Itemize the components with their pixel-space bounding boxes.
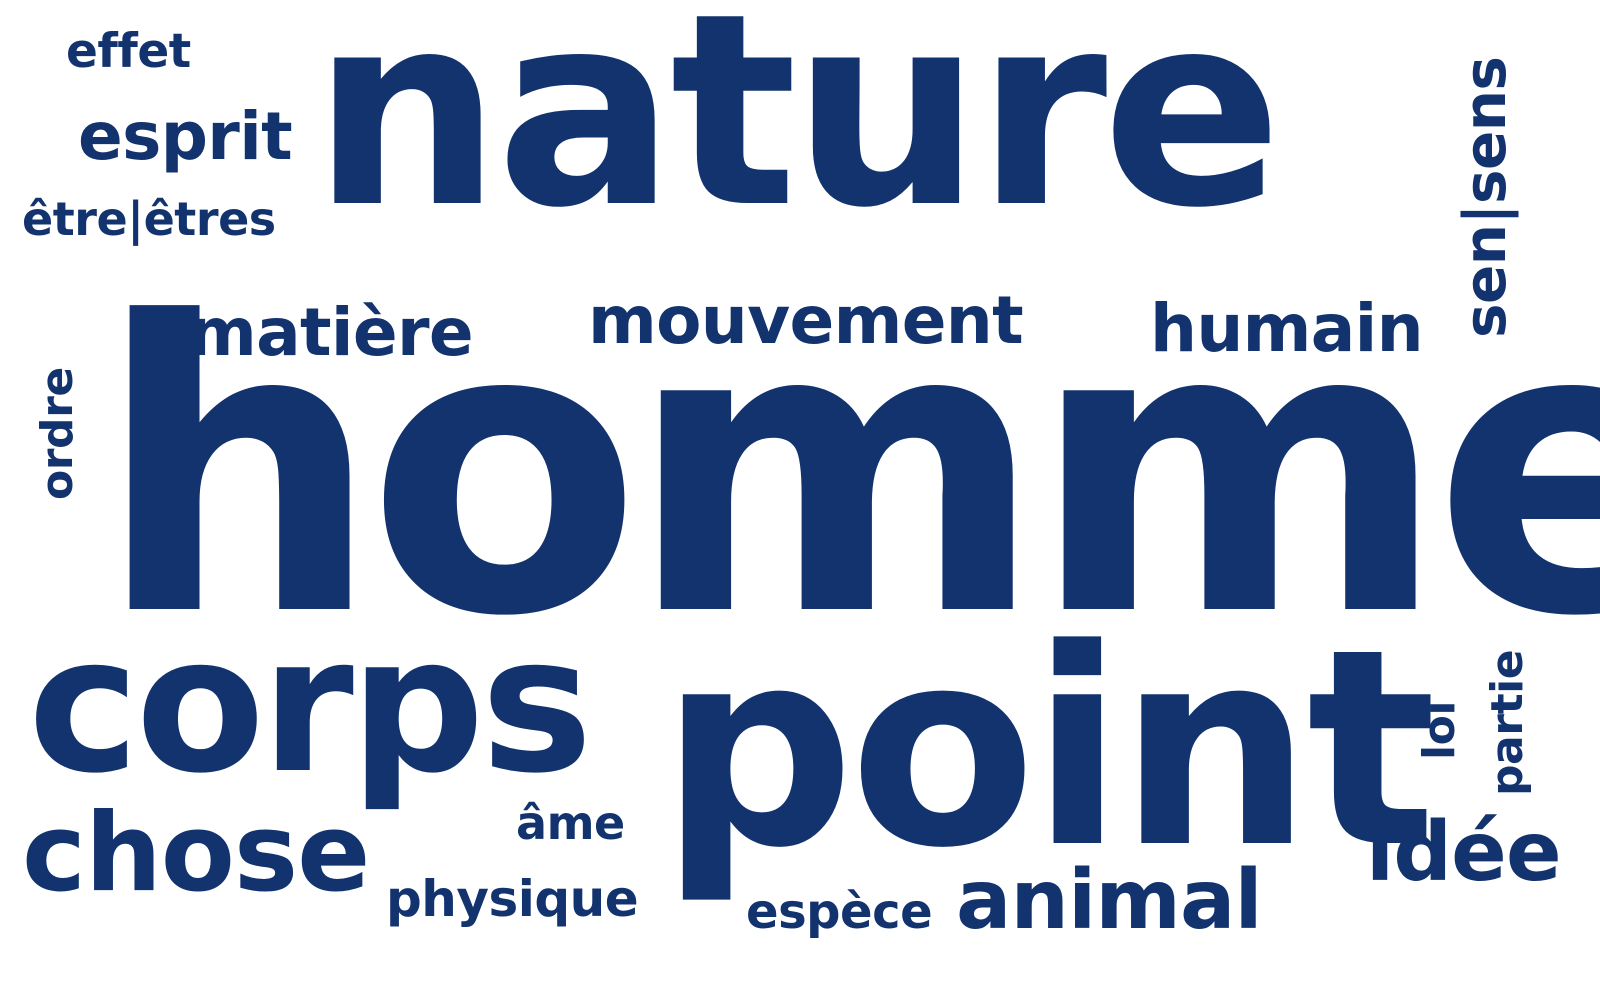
word-ame: âme — [516, 796, 625, 850]
word-animal: animal — [956, 853, 1263, 948]
word-physique: physique — [386, 870, 639, 928]
word-effet: effet — [66, 24, 191, 79]
word-nature: nature — [312, 0, 1282, 266]
word-homme: homme — [96, 239, 1600, 704]
word-esprit: esprit — [78, 98, 293, 175]
word-corps: corps — [28, 596, 593, 815]
word-mouvement: mouvement — [588, 282, 1024, 359]
word-point: point — [660, 592, 1437, 908]
word-espece: espèce — [746, 884, 933, 940]
word-partie: partie — [1482, 649, 1533, 796]
word-ordre: ordre — [32, 367, 83, 500]
word-matiere: matière — [188, 294, 474, 371]
word-loi: loi — [1414, 700, 1465, 760]
word-chose: chose — [22, 791, 370, 916]
word-humain: humain — [1150, 290, 1424, 367]
word-idee: idée — [1366, 805, 1562, 900]
word-etre-etres: être|êtres — [22, 192, 276, 246]
